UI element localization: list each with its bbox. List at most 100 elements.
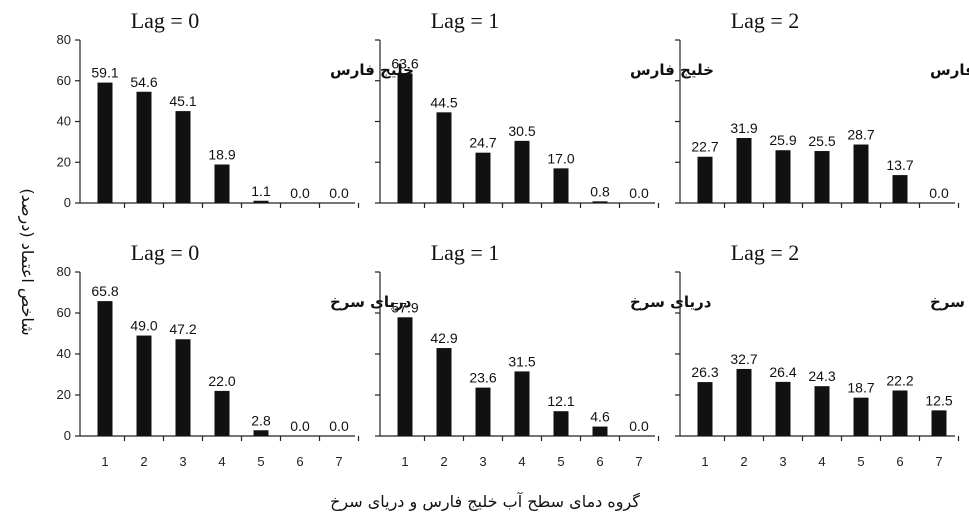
panel-1-bar [175,111,191,203]
panel-3-region-label: خلیج فارس [930,61,969,79]
panel-1-value-label: 54.6 [130,74,157,90]
panel-1-lag-title: Lag = 0 [131,8,200,33]
panel-5-x-tick-label: 6 [596,454,603,469]
panel-5-x-tick-label: 5 [557,454,564,469]
panel-4-y-tick-label: 0 [64,428,71,443]
panel-2-lag-title: Lag = 1 [431,8,500,33]
panel-5-value-label: 4.6 [590,409,610,425]
panel-3-bar [853,144,869,203]
panel-6-x-tick-label: 5 [857,454,864,469]
panel-4-value-label: 47.2 [169,321,196,337]
panel-6-value-label: 26.4 [769,364,796,380]
panel-1-value-label: 59.1 [91,65,118,81]
panel-6-x-tick-label: 7 [935,454,942,469]
panel-2-bar [436,112,452,203]
panel-6-bar [814,386,830,436]
panel-4-value-label: 0.0 [329,418,349,434]
panel-4-bar [175,339,191,436]
panel-4-bar [214,390,230,436]
panel-6-value-label: 24.3 [808,368,835,384]
x-axis-title: گروه دمای سطح آب خلیج فارس و دریای سرخ [330,492,640,512]
panel-1-y-tick-label: 60 [57,73,71,88]
panel-5-value-label: 42.9 [430,330,457,346]
panel-4-lag-title: Lag = 0 [131,240,200,265]
panel-5-value-label: 31.5 [508,353,535,369]
panel-6-x-tick-label: 1 [701,454,708,469]
panel-3-bar [697,156,713,203]
panel-2-bar [592,201,608,203]
panel-1-value-label: 0.0 [290,185,310,201]
panel-6-x-tick-label: 6 [896,454,903,469]
panel-1-value-label: 0.0 [329,185,349,201]
panel-4-bar [97,301,113,436]
panel-5-x-tick-label: 2 [440,454,447,469]
panel-3-bar [814,151,830,203]
panel-6-bar [853,397,869,436]
panel-4-region-label: دریای سرخ [330,293,412,311]
panel-4-value-label: 65.8 [91,283,118,299]
panel-5-bar [553,411,569,436]
panel-1-y-tick-label: 80 [57,32,71,47]
panel-4-value-label: 49.0 [130,318,157,334]
panel-5-x-tick-label: 4 [518,454,525,469]
panel-5-value-label: 57.9 [391,299,418,315]
panel-6-x-tick-label: 3 [779,454,786,469]
panel-3-value-label: 0.0 [929,185,949,201]
panel-5-x-tick-label: 7 [635,454,642,469]
panel-4-x-tick-label: 5 [257,454,264,469]
panel-5-bar [397,317,413,436]
panel-6-bar [931,410,947,436]
panel-6-lag-title: Lag = 2 [731,240,800,265]
panel-3-bar [892,175,908,203]
panel-1-bar [214,164,230,203]
panel-5-bar [592,426,608,436]
panel-1-value-label: 18.9 [208,146,235,162]
panel-1-y-tick-label: 20 [57,154,71,169]
panel-1-bar [253,200,269,203]
panel-2-bar [475,152,491,203]
panel-5-x-tick-label: 3 [479,454,486,469]
panel-6-value-label: 22.2 [886,372,913,388]
panel-5-value-label: 23.6 [469,370,496,386]
panel-2-bar [514,140,530,203]
panel-5-value-label: 0.0 [629,418,649,434]
panel-6-value-label: 26.3 [691,364,718,380]
panel-3-value-label: 13.7 [886,157,913,173]
panel-1-y-tick-label: 0 [64,195,71,210]
panel-6-value-label: 12.5 [925,392,952,408]
panel-2-value-label: 24.7 [469,135,496,151]
panel-4-bar [253,430,269,436]
panel-6-region-label: دریای سرخ [930,293,969,311]
panel-6-bar [697,382,713,436]
panel-4-value-label: 2.8 [251,412,271,428]
panel-2-bar [397,73,413,203]
panel-1-value-label: 45.1 [169,93,196,109]
panel-2-bar [553,168,569,203]
panel-6-x-tick-label: 2 [740,454,747,469]
panel-3-value-label: 25.9 [769,132,796,148]
panel-3-value-label: 28.7 [847,127,874,143]
panel-4-x-tick-label: 1 [101,454,108,469]
panel-2-value-label: 0.8 [590,183,610,199]
panel-1-bar [97,82,113,203]
panel-5-region-label: دریای سرخ [630,293,712,311]
panel-6-x-tick-label: 4 [818,454,825,469]
panel-6-bar [736,368,752,436]
panel-2-value-label: 0.0 [629,185,649,201]
panel-2-value-label: 63.6 [391,55,418,71]
panel-6-value-label: 18.7 [847,380,874,396]
panel-3-lag-title: Lag = 2 [731,8,800,33]
panel-1-value-label: 1.1 [251,183,271,199]
panel-5-x-tick-label: 1 [401,454,408,469]
panel-4-y-tick-label: 60 [57,305,71,320]
panel-3-bar [775,150,791,203]
y-axis-title: شاخص اعتماد (درصد) [17,188,37,335]
panel-4-y-tick-label: 80 [57,264,71,279]
panel-2-value-label: 44.5 [430,94,457,110]
panel-4-value-label: 0.0 [290,418,310,434]
panel-5-value-label: 12.1 [547,393,574,409]
panel-4-y-tick-label: 20 [57,387,71,402]
panel-5-bar [514,371,530,436]
panel-3-bar [736,138,752,203]
